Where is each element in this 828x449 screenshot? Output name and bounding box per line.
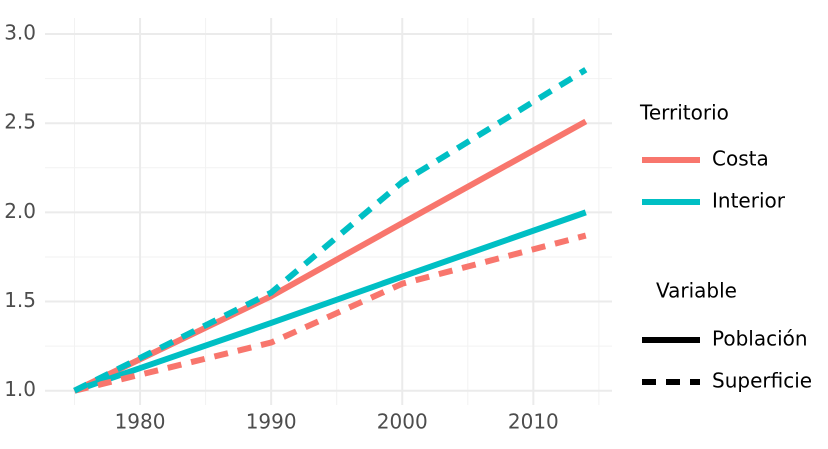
y-tick-label: 1.5: [4, 288, 36, 312]
x-tick-label: 2000: [377, 410, 428, 434]
legend-title: Variable: [656, 279, 737, 303]
y-tick-label: 2.5: [4, 110, 36, 134]
legend-label: Población: [712, 327, 808, 351]
legend-label: Costa: [712, 147, 769, 171]
legend-title: Territorio: [639, 101, 729, 125]
x-tick-label: 1990: [246, 410, 297, 434]
series-line: [73, 232, 587, 394]
legend-label: Interior: [712, 189, 786, 213]
legend-label: Superficie: [712, 369, 812, 393]
y-tick-label: 3.0: [4, 21, 36, 45]
x-tick-label: 2010: [508, 410, 559, 434]
series-line: [73, 67, 588, 394]
y-tick-label: 1.0: [4, 377, 36, 401]
x-tick-label: 1980: [115, 410, 166, 434]
y-tick-label: 2.0: [4, 199, 36, 223]
series-line: [73, 209, 587, 394]
